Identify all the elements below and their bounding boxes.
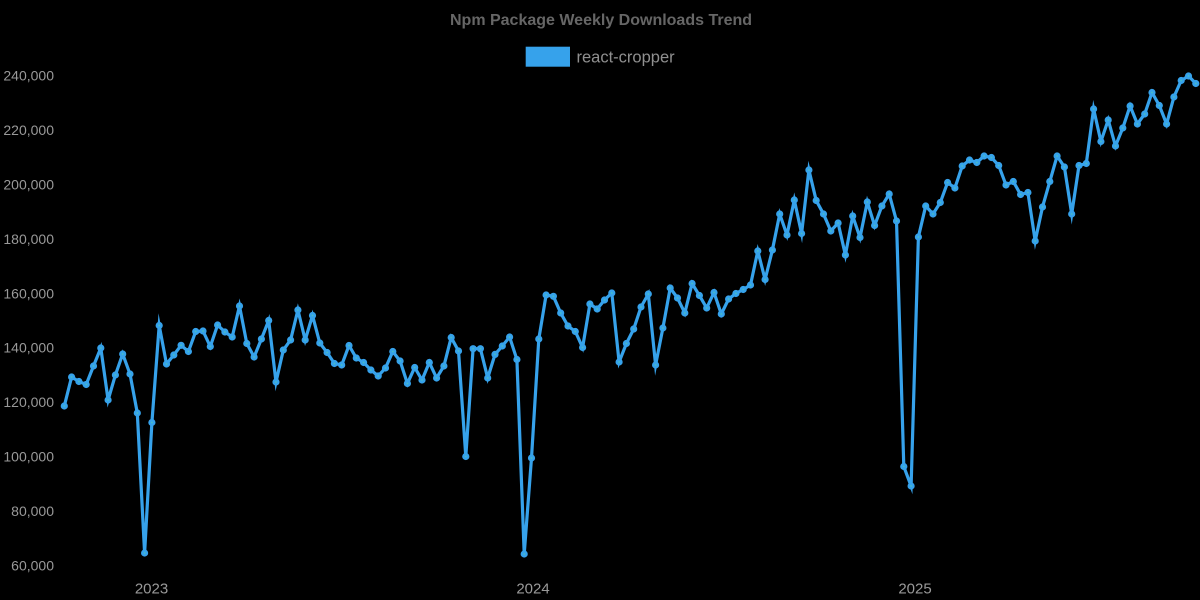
svg-text:100,000: 100,000 (3, 449, 54, 465)
svg-text:2025: 2025 (898, 581, 931, 598)
svg-text:80,000: 80,000 (11, 503, 54, 519)
svg-text:240,000: 240,000 (3, 68, 54, 84)
svg-text:react-cropper: react-cropper (577, 49, 676, 67)
svg-text:160,000: 160,000 (3, 285, 54, 301)
svg-text:140,000: 140,000 (3, 340, 54, 356)
svg-text:60,000: 60,000 (11, 557, 54, 573)
svg-text:120,000: 120,000 (3, 394, 54, 410)
svg-text:2024: 2024 (516, 581, 549, 598)
svg-text:180,000: 180,000 (3, 231, 54, 247)
svg-text:Npm Package Weekly Downloads T: Npm Package Weekly Downloads Trend (450, 12, 752, 29)
svg-text:2023: 2023 (135, 581, 168, 598)
svg-text:200,000: 200,000 (3, 177, 54, 193)
svg-text:220,000: 220,000 (3, 122, 54, 138)
